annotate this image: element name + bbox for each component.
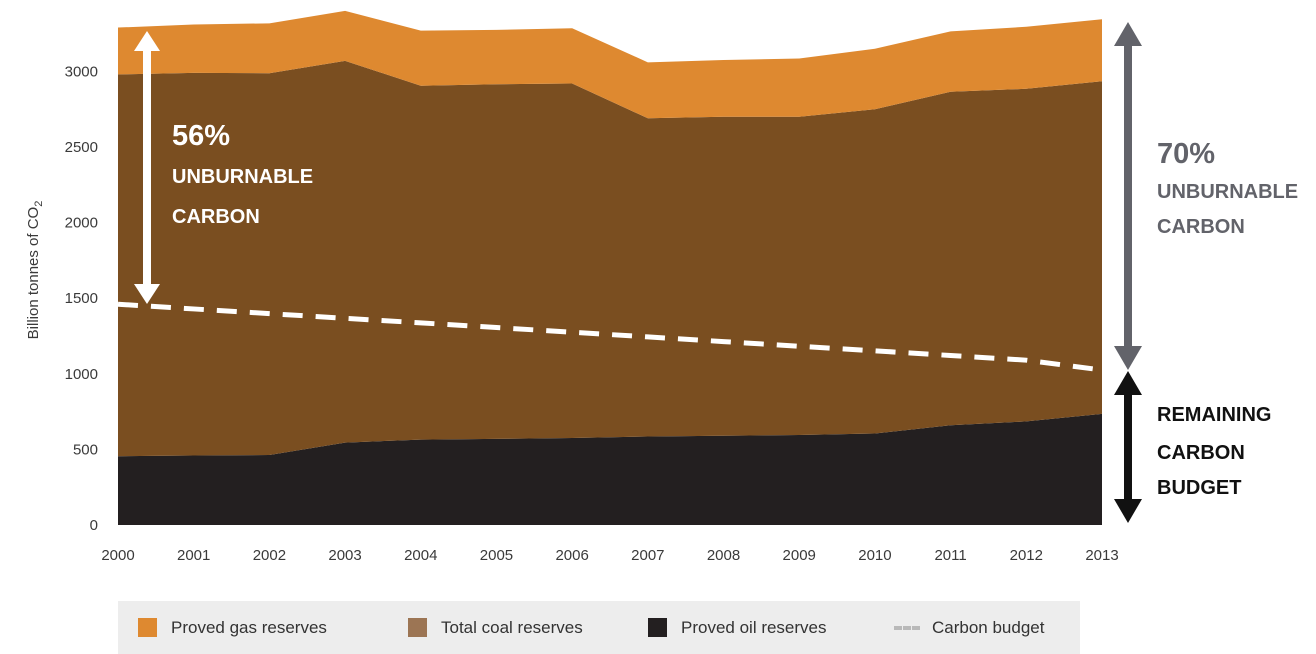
x-axis: 2000 2001 2002 2003 2004 2005 2006 2007 2008 2009… [101,547,1118,564]
annotation-right-line2: CARBON [1157,216,1245,238]
unburnable-arrow-right [1114,22,1142,370]
legend-label-budget: Carbon budget [932,617,1045,637]
y-axis: 0 500 1000 1500 2000 2500 3000 [65,63,98,534]
chart: 2000 2001 2002 2003 2004 2005 2006 2007 2008 2009… [25,10,1298,564]
annotation-budget-line1: REMAINING [1157,404,1271,426]
x-tick-label: 2000 [101,547,134,564]
annotation-left-line1: UNBURNABLE [172,166,313,188]
legend-item-coal: Total coal reserves [408,601,583,654]
y-tick-label: 0 [90,517,98,534]
budget-arrow [1114,371,1142,523]
legend-item-gas: Proved gas reserves [138,601,327,654]
area-layers [118,10,1102,525]
y-tick-label: 500 [73,441,98,458]
y-tick-label: 1000 [65,366,98,383]
legend-item-budget: Carbon budget [894,601,1044,654]
x-tick-label: 2006 [555,547,588,564]
x-tick-label: 2010 [858,547,891,564]
x-tick-label: 2012 [1010,547,1043,564]
annotation-budget-line3: BUDGET [1157,477,1241,499]
legend-swatch-oil [648,618,667,637]
legend-item-oil: Proved oil reserves [648,601,827,654]
annotation-right-pct: 70% [1157,138,1215,170]
x-tick-label: 2013 [1085,547,1118,564]
x-tick-label: 2001 [177,547,210,564]
legend-swatch-budget [894,625,920,630]
annotation-budget-line2: CARBON [1157,442,1245,464]
y-tick-label: 1500 [65,290,98,307]
y-tick-label: 2500 [65,139,98,156]
legend-swatch-coal [408,618,427,637]
y-axis-label-main: Billion tonnes of CO [25,207,42,340]
area-proved-oil-reserves [118,413,1102,525]
x-tick-label: 2011 [934,547,966,564]
y-tick-label: 3000 [65,63,98,80]
area-proved-gas-reserves [118,10,1102,119]
annotation-right-line1: UNBURNABLE [1157,181,1298,203]
annotation-left-pct: 56% [172,120,230,152]
x-tick-label: 2008 [707,547,740,564]
legend: Proved gas reserves Total coal reserves … [118,601,1080,654]
legend-label-coal: Total coal reserves [441,617,583,637]
y-axis-label: Billion tonnes of CO2 [25,201,45,340]
x-tick-label: 2002 [253,547,286,564]
x-tick-label: 2007 [631,547,664,564]
y-tick-label: 2000 [65,215,98,232]
x-tick-label: 2004 [404,547,437,564]
legend-swatch-gas [138,618,157,637]
y-axis-label-subscript: 2 [33,201,45,207]
area-total-coal-reserves [118,60,1102,457]
legend-label-oil: Proved oil reserves [681,617,827,637]
x-tick-label: 2005 [480,547,513,564]
x-tick-label: 2009 [783,547,816,564]
x-tick-label: 2003 [328,547,361,564]
legend-label-gas: Proved gas reserves [171,617,327,637]
unburnable-arrow-left [134,31,160,304]
annotation-left-line2: CARBON [172,206,260,228]
